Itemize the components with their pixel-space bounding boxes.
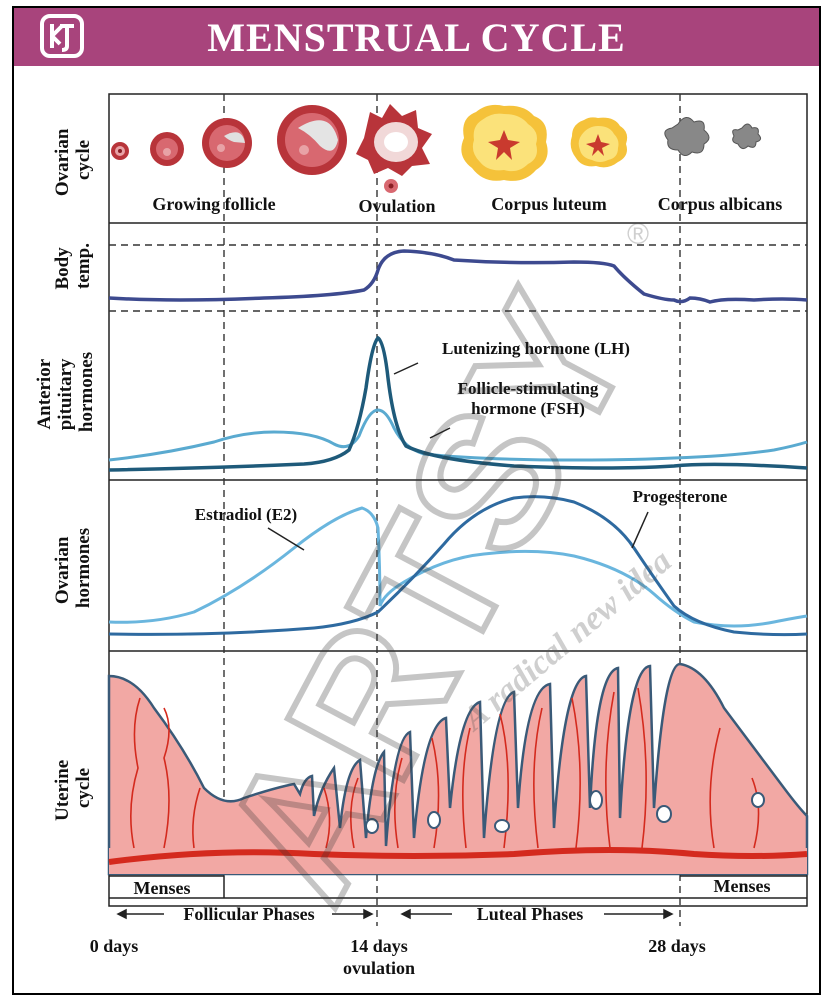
- row-label-ovarian-hormones: Ovarian hormones: [52, 528, 94, 608]
- diagram-frame: MENSTRUAL CYCLE Ovarian cycle Body temp.: [12, 6, 821, 995]
- lh-curve: [108, 335, 808, 472]
- ovulating-follicle: [356, 104, 432, 193]
- fsh-leader-line: [429, 427, 451, 439]
- progesterone-curve: [108, 495, 808, 637]
- progesterone-leader-line: [631, 511, 649, 549]
- cycle-diagram: Ovarian cycle Body temp. Anterior pituit…: [34, 93, 809, 978]
- page-title: MENSTRUAL CYCLE: [207, 15, 626, 60]
- corpus-albicans-large: [664, 117, 710, 156]
- menses-left-label: Menses: [134, 878, 191, 898]
- body-temp-curve: [108, 249, 808, 304]
- day-14-label: 14 days: [350, 936, 408, 956]
- stage-growing-follicle: Growing follicle: [152, 194, 275, 214]
- corpus-albicans-small: [732, 123, 762, 150]
- panel-borders: [108, 93, 808, 907]
- kt-logo-icon: [40, 14, 84, 58]
- title-banner: MENSTRUAL CYCLE: [14, 8, 819, 66]
- follicle-2: [150, 132, 184, 166]
- follicle-1: [111, 142, 129, 160]
- stage-ovulation: Ovulation: [358, 196, 435, 216]
- follicle-4: [277, 105, 347, 175]
- watermark-mark: ®: [627, 218, 649, 251]
- fsh-curve: [108, 408, 808, 462]
- row-label-pituitary: Anterior pituitary hormones: [34, 352, 97, 432]
- follicular-phase-label: Follicular Phases: [183, 904, 314, 924]
- menses-left-box: Menses: [109, 875, 225, 898]
- fsh-label-line1: Follicle-stimulating: [458, 379, 599, 398]
- lh-label: Lutenizing hormone (LH): [442, 339, 630, 358]
- row-label-ovarian-cycle: Ovarian cycle: [52, 124, 94, 196]
- estradiol-label: Estradiol (E2): [195, 505, 297, 524]
- corpus-luteum-large: [461, 104, 548, 181]
- endometrium: [107, 662, 809, 876]
- follicle-3: [202, 118, 252, 168]
- stage-corpus-luteum: Corpus luteum: [491, 194, 607, 214]
- menses-right-label: Menses: [714, 876, 771, 896]
- estradiol-leader-line: [267, 527, 305, 551]
- follicular-arrow: [116, 908, 374, 920]
- day-0-label: 0 days: [90, 936, 139, 956]
- row-label-body-temp: Body temp.: [52, 243, 94, 290]
- ovulation-sub-label: ovulation: [343, 958, 415, 978]
- day-28-label: 28 days: [648, 936, 706, 956]
- fsh-label-line2: hormone (FSH): [471, 399, 585, 418]
- estradiol-curve: [108, 506, 808, 628]
- row-label-uterine: Uterine cycle: [52, 755, 94, 821]
- progesterone-label: Progesterone: [633, 487, 728, 506]
- corpus-luteum-small: [570, 117, 628, 168]
- dashed-guides: [109, 94, 807, 926]
- luteal-phase-label: Luteal Phases: [477, 904, 584, 924]
- luteal-arrow: [400, 908, 674, 920]
- stage-corpus-albicans: Corpus albicans: [658, 194, 783, 214]
- lh-leader-line: [393, 362, 419, 375]
- menses-right-box: Menses: [680, 875, 807, 896]
